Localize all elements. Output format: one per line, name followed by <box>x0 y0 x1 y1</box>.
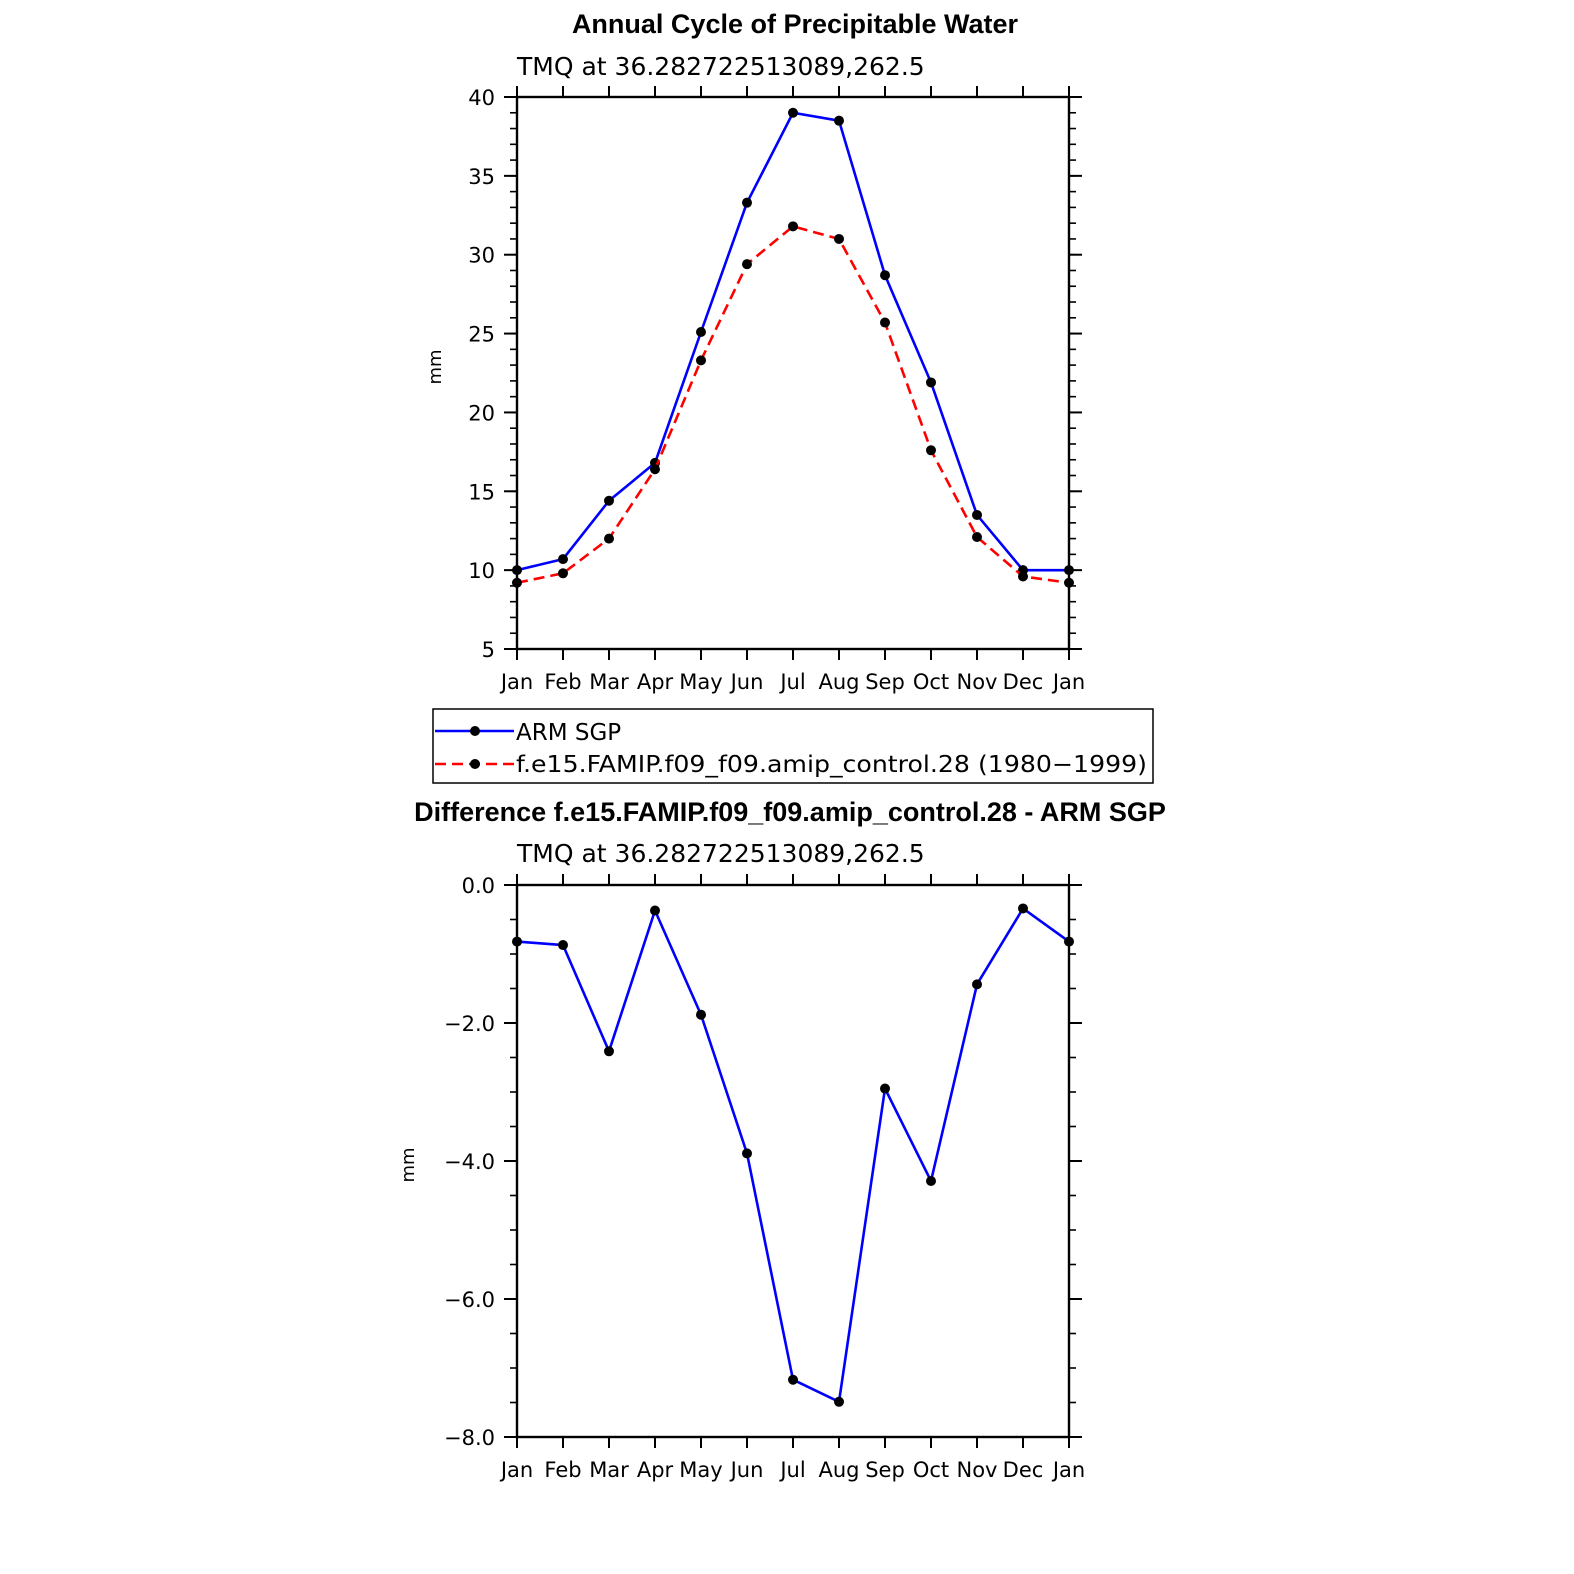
data-point-apr <box>650 464 660 475</box>
y-tick-label: 25 <box>468 323 495 347</box>
legend-marker-model <box>470 759 480 769</box>
x-tick-label: Dec <box>1003 1458 1044 1482</box>
y-tick-label: 20 <box>468 401 495 425</box>
y-tick-label: −4.0 <box>444 1150 495 1174</box>
data-point-may <box>696 355 706 366</box>
legend-marker-arm-sgp <box>470 726 480 736</box>
x-tick-label: Mar <box>589 670 629 694</box>
y-tick-label: 35 <box>468 165 495 189</box>
data-point-feb <box>558 568 568 579</box>
x-tick-label: Jan <box>499 1458 533 1482</box>
x-tick-label: Mar <box>589 1458 629 1482</box>
data-point-nov <box>972 532 982 543</box>
legend-entry-model: f.e15.FAMIP.f09_f09.amip_control.28 (198… <box>516 752 1147 778</box>
y-tick-label: 15 <box>468 480 495 504</box>
x-tick-label: May <box>679 670 722 694</box>
y-tick-label: 5 <box>482 638 495 662</box>
plot-area: Jan Feb Mar Apr May Jun Jul Aug Sep Oct Nov Dec Jan5… <box>468 86 1085 694</box>
data-point-oct <box>926 377 936 388</box>
legend-entry-arm-sgp: ARM SGP <box>516 720 621 746</box>
data-point-feb <box>558 554 568 565</box>
x-tick-label: Sep <box>865 1458 905 1482</box>
x-tick-label: Jul <box>778 1458 805 1482</box>
data-point-jan <box>1064 577 1074 588</box>
data-point-feb <box>558 940 568 951</box>
data-point-may <box>696 326 706 337</box>
legend: ARM SGP f.e15.FAMIP.f09_f09.amip_control… <box>432 708 1154 784</box>
data-point-may <box>696 1009 706 1020</box>
x-tick-label: Oct <box>913 670 949 694</box>
series-line-difference <box>516 907 1070 1404</box>
y-tick-label: −2.0 <box>444 1012 495 1036</box>
x-tick-label: Jul <box>778 670 805 694</box>
y-tick-label: 10 <box>468 559 495 583</box>
data-point-nov <box>972 979 982 990</box>
y-tick-label: 30 <box>468 244 495 268</box>
x-tick-label: Apr <box>637 1458 674 1482</box>
x-tick-label: Jun <box>729 670 764 694</box>
data-point-mar <box>604 1046 614 1057</box>
y-axis-label: mm <box>425 349 446 384</box>
x-tick-label: Feb <box>544 670 581 694</box>
chart-title: Difference f.e15.FAMIP.f09_f09.amip_cont… <box>414 797 1166 827</box>
data-point-jan <box>512 577 522 588</box>
data-point-nov <box>972 509 982 520</box>
data-point-jun <box>742 259 752 270</box>
data-point-aug <box>834 115 844 126</box>
x-tick-label: Sep <box>865 670 905 694</box>
x-tick-label: Nov <box>957 670 998 694</box>
data-point-dec <box>1018 903 1028 914</box>
data-point-aug <box>834 1396 844 1407</box>
data-point-jul <box>788 1374 798 1385</box>
x-tick-label: Aug <box>818 670 859 694</box>
data-point-sep <box>880 1083 890 1094</box>
data-point-mar <box>604 533 614 544</box>
data-point-jul <box>788 107 798 118</box>
data-point-jun <box>742 1148 752 1159</box>
chart-title: Annual Cycle of Precipitable Water <box>572 9 1019 39</box>
series-line-f-e15-famip-f09-f09-amip <box>516 225 1070 585</box>
y-tick-label: −8.0 <box>444 1426 495 1450</box>
data-point-jul <box>788 221 798 232</box>
data-point-jan <box>1064 565 1074 576</box>
x-tick-label: Feb <box>544 1458 581 1482</box>
data-point-jan <box>1064 936 1074 947</box>
plot-area: Jan Feb Mar Apr May Jun Jul Aug Sep Oct Nov Dec Jan−… <box>444 874 1085 1482</box>
data-point-jan <box>512 936 522 947</box>
y-tick-label: 40 <box>468 86 495 110</box>
data-point-oct <box>926 445 936 456</box>
chart-subtitle: TMQ at 36.282722513089,262.5 <box>516 52 925 81</box>
plot-frame <box>515 95 1071 651</box>
chart-subtitle: TMQ at 36.282722513089,262.5 <box>516 839 925 868</box>
y-axis-label: mm <box>398 1147 419 1182</box>
data-point-jun <box>742 197 752 208</box>
y-tick-label: 0.0 <box>462 874 495 898</box>
series-line-arm-sgp <box>516 111 1069 572</box>
x-tick-label: Dec <box>1003 670 1044 694</box>
data-point-jan <box>512 565 522 576</box>
x-tick-label: Jun <box>729 1458 764 1482</box>
x-tick-label: Aug <box>818 1458 859 1482</box>
data-point-apr <box>650 905 660 916</box>
data-point-sep <box>880 270 890 281</box>
y-tick-label: −6.0 <box>444 1288 495 1312</box>
x-tick-label: Jan <box>1051 1458 1085 1482</box>
data-point-dec <box>1018 571 1028 582</box>
chart-difference: Difference f.e15.FAMIP.f09_f09.amip_cont… <box>398 797 1166 1482</box>
x-tick-label: May <box>679 1458 722 1482</box>
legend-box <box>432 708 1154 784</box>
x-tick-label: Nov <box>957 1458 998 1482</box>
data-point-mar <box>604 495 614 506</box>
chart-annual-cycle: Annual Cycle of Precipitable Water TMQ a… <box>425 9 1154 784</box>
data-point-aug <box>834 233 844 244</box>
x-tick-label: Apr <box>637 670 674 694</box>
data-point-sep <box>880 317 890 328</box>
x-tick-label: Jan <box>1051 670 1085 694</box>
data-point-oct <box>926 1176 936 1187</box>
x-tick-label: Jan <box>499 670 533 694</box>
x-tick-label: Oct <box>913 1458 949 1482</box>
